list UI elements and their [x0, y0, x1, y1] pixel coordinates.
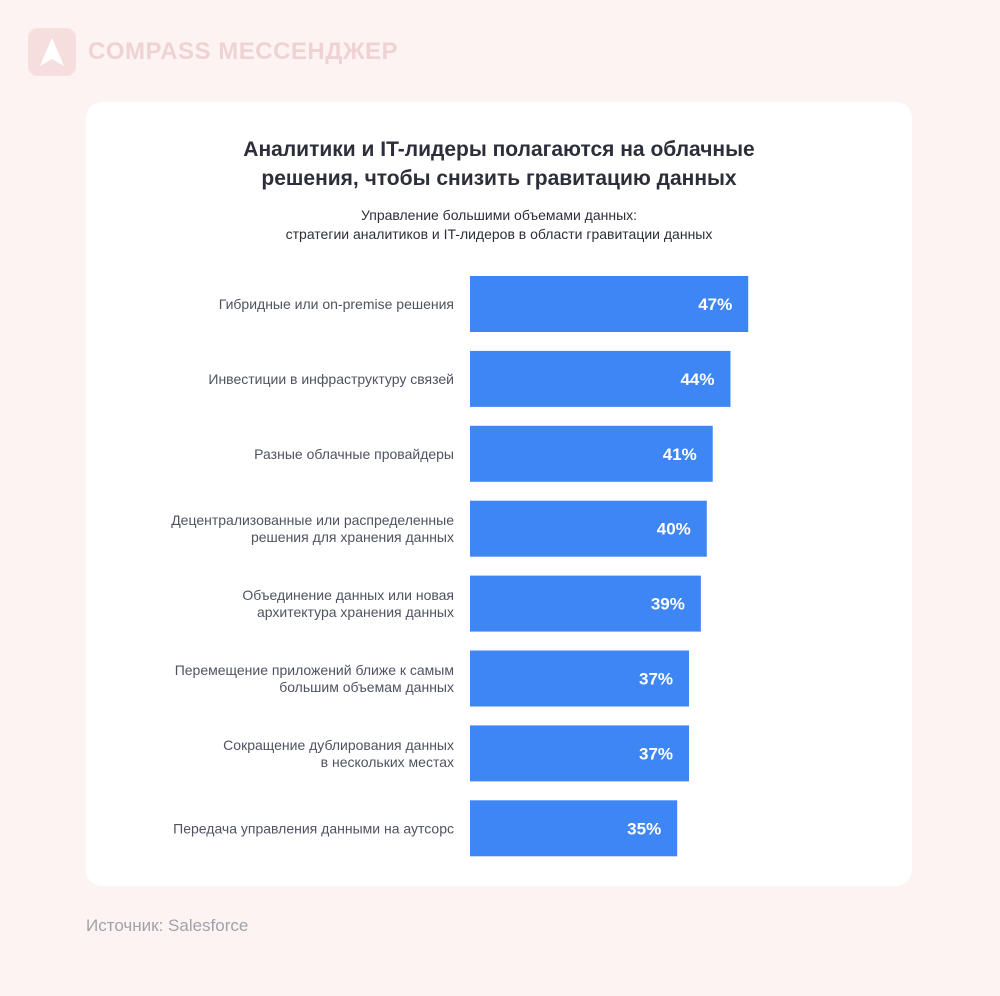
- category-label-line: архитектура хранения данных: [257, 604, 454, 620]
- bar: [470, 650, 690, 707]
- bar-chart: 47% Гибридные или on-premise решения 44% Ин…: [171, 276, 749, 857]
- category-label-line: Передача управления данными на аутсорс: [173, 820, 454, 836]
- bar-value-label: 44%: [680, 370, 714, 389]
- category-label: Разные облачные провайдеры: [254, 446, 454, 462]
- category-label-line: большим объемам данных: [279, 679, 454, 695]
- category-label-line: Гибридные или on-premise решения: [219, 296, 454, 312]
- category-label: Сокращение дублирования данных в нескольк…: [223, 737, 454, 770]
- category-label: Объединение данных или новая архитектура …: [242, 587, 454, 620]
- brand-name: COMPASS МЕССЕНДЖЕР: [88, 38, 399, 65]
- chart-title-line: решения, чтобы снизить гравитацию данных: [261, 167, 737, 190]
- bar-value-label: 39%: [651, 595, 685, 614]
- bar: [470, 425, 713, 482]
- category-label-line: Объединение данных или новая: [242, 587, 454, 603]
- compass-arrow-icon: [28, 28, 76, 76]
- bar: [470, 575, 701, 632]
- bar: [470, 350, 731, 407]
- category-label: Инвестиции в инфраструктуру связей: [208, 371, 454, 387]
- category-label: Перемещение приложений ближе к самым боль…: [175, 662, 454, 695]
- bar: [470, 800, 678, 857]
- source-note: Источник: Salesforce: [86, 916, 249, 935]
- bar: [470, 500, 707, 557]
- bar-value-label: 41%: [663, 445, 697, 464]
- bar-value-label: 47%: [698, 295, 732, 314]
- bar: [470, 725, 690, 782]
- category-label: Передача управления данными на аутсорс: [173, 820, 454, 836]
- category-label: Децентрализованные или распределенные реш…: [171, 512, 454, 545]
- brand: COMPASS МЕССЕНДЖЕР: [28, 28, 398, 76]
- chart-subtitle-line: Управление большими объемами данных:: [360, 207, 638, 223]
- bar-value-label: 37%: [639, 744, 673, 763]
- category-label-line: Децентрализованные или распределенные: [171, 512, 454, 528]
- bar: [470, 276, 749, 332]
- chart-title-line: Аналитики и IT-лидеры полагаются на обла…: [243, 138, 755, 161]
- bar-value-label: 37%: [639, 670, 673, 689]
- category-label-line: Инвестиции в инфраструктуру связей: [208, 371, 454, 387]
- category-label: Гибридные или on-premise решения: [219, 296, 454, 312]
- chart-subtitle: Управление большими объемами данных: стр…: [86, 206, 912, 244]
- chart-card: Аналитики и IT-лидеры полагаются на обла…: [86, 102, 912, 886]
- bar-value-label: 40%: [657, 520, 691, 539]
- category-label-line: Перемещение приложений ближе к самым: [175, 662, 454, 678]
- chart-subtitle-line: стратегии аналитиков и IT-лидеров в обла…: [285, 226, 713, 242]
- category-label-line: в нескольких местах: [321, 754, 454, 770]
- category-label-line: решения для хранения данных: [251, 529, 454, 545]
- chart-title: Аналитики и IT-лидеры полагаются на обла…: [86, 135, 912, 193]
- category-label-line: Сокращение дублирования данных: [223, 737, 454, 753]
- bar-value-label: 35%: [627, 819, 661, 838]
- category-label-line: Разные облачные провайдеры: [254, 446, 454, 462]
